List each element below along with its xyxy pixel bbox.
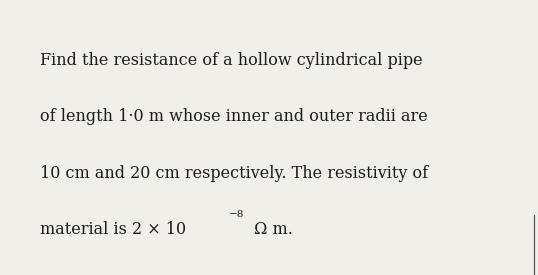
Text: material is 2 × 10: material is 2 × 10 bbox=[40, 221, 187, 238]
Text: Ω m.: Ω m. bbox=[249, 221, 293, 238]
Text: 10 cm and 20 cm respectively. The resistivity of: 10 cm and 20 cm respectively. The resist… bbox=[40, 165, 428, 182]
Text: Find the resistance of a hollow cylindrical pipe: Find the resistance of a hollow cylindri… bbox=[40, 52, 423, 69]
Text: of length 1·0 m whose inner and outer radii are: of length 1·0 m whose inner and outer ra… bbox=[40, 108, 428, 125]
Text: −8: −8 bbox=[229, 210, 244, 219]
